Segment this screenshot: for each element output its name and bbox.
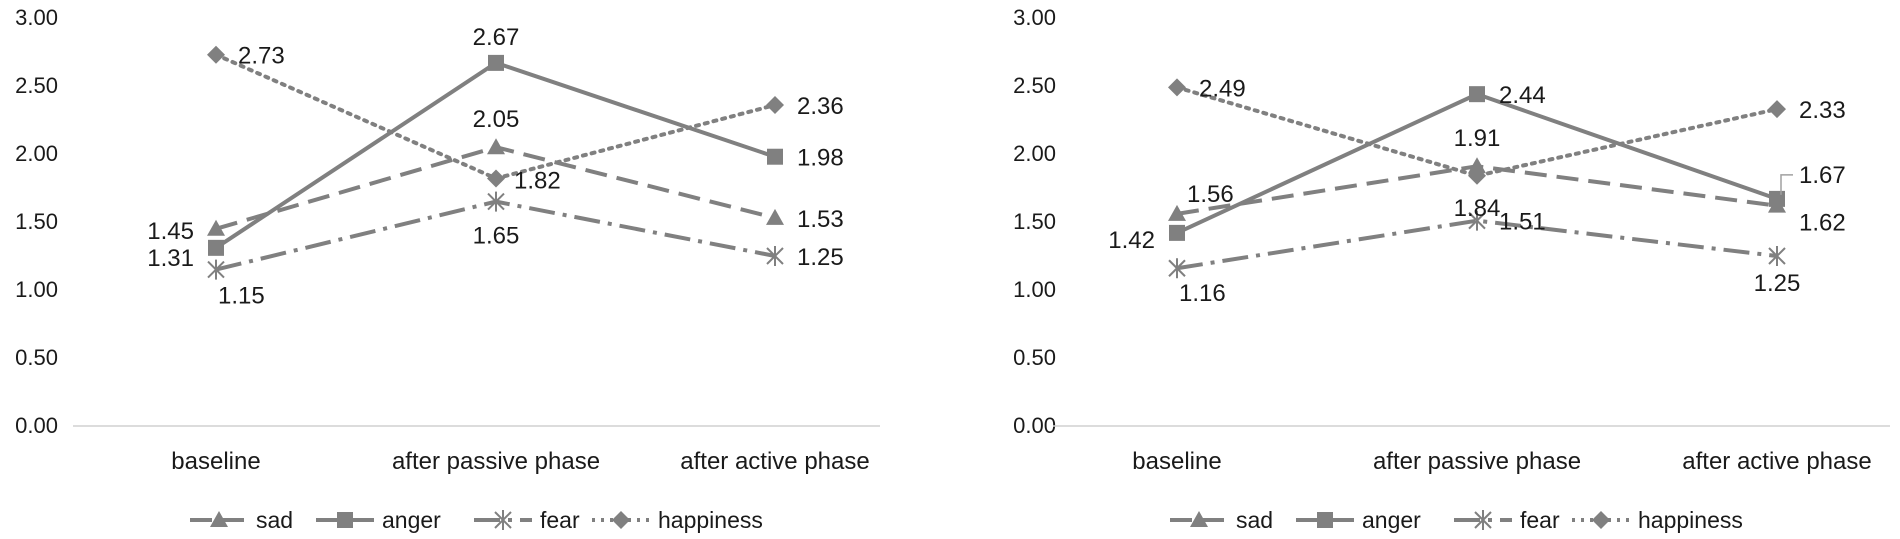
y-tick-label: 0.50 (15, 345, 58, 370)
y-tick-label: 1.00 (1013, 277, 1056, 302)
y-tick-label: 0.50 (1013, 345, 1056, 370)
legend-marker-sad (1190, 511, 1208, 527)
data-label-sad: 1.62 (1799, 210, 1846, 237)
series-line-happiness (1175, 85, 1779, 178)
legend-label-anger: anger (382, 507, 441, 533)
legend-label-fear: fear (540, 507, 580, 533)
data-label-sad: 1.91 (1454, 125, 1501, 152)
x-category-label: baseline (171, 448, 260, 475)
legend-marker-fear (1474, 510, 1492, 530)
y-tick-label: 1.50 (1013, 209, 1056, 234)
data-label-sad: 1.53 (797, 206, 844, 233)
legend-label-sad: sad (1236, 507, 1273, 533)
series-line-sad (215, 145, 776, 231)
data-point-sad (766, 208, 784, 225)
legend-label-happiness: happiness (658, 507, 763, 533)
data-point-fear (487, 191, 505, 212)
legend: sad anger fear happiness (1170, 507, 1743, 533)
data-point-anger (488, 54, 504, 71)
data-label-anger: 1.67 (1799, 162, 1846, 189)
x-category-label: after passive phase (392, 448, 600, 475)
legend-marker-happiness (612, 511, 630, 529)
data-label-happiness: 2.36 (797, 93, 844, 120)
data-label-fear: 1.25 (1754, 270, 1801, 297)
y-tick-label: 0.00 (15, 413, 58, 438)
data-point-happiness (1168, 78, 1186, 97)
data-label-anger: 1.98 (797, 145, 844, 172)
y-tick-label: 1.00 (15, 277, 58, 302)
y-tick-label: 1.50 (15, 209, 58, 234)
data-point-happiness (1468, 166, 1486, 185)
legend-label-anger: anger (1362, 507, 1421, 533)
series-line-fear (1176, 218, 1778, 271)
legend-label-sad: sad (256, 507, 293, 533)
data-point-happiness (487, 169, 505, 188)
x-category-label: after passive phase (1373, 448, 1581, 475)
legend-marker-anger (337, 512, 353, 528)
data-point-fear (207, 259, 225, 280)
data-point-anger (1169, 224, 1185, 241)
leader-line (1780, 174, 1793, 195)
legend-marker-sad (210, 511, 228, 527)
data-point-sad (1468, 157, 1486, 174)
chart-right: 0.00 0.50 1.00 1.50 2.00 2.50 3.00 baseline afte… (1013, 5, 1890, 533)
data-label-happiness: 2.73 (238, 43, 285, 70)
data-label-fear: 1.51 (1499, 209, 1546, 236)
data-point-anger (208, 239, 224, 256)
data-label-happiness: 2.49 (1199, 75, 1246, 102)
data-point-happiness (1768, 100, 1786, 119)
data-label-fear: 1.16 (1179, 280, 1226, 307)
data-point-fear (766, 246, 784, 266)
data-label-fear: 1.65 (473, 223, 520, 250)
data-label-happiness: 1.82 (514, 167, 561, 194)
y-tick-label: 3.00 (1013, 5, 1056, 30)
data-label-anger: 1.31 (147, 245, 194, 272)
legend-label-happiness: happiness (1638, 507, 1743, 533)
legend-marker-fear (494, 510, 512, 530)
y-tick-label: 2.50 (15, 73, 58, 98)
y-tick-label: 2.50 (1013, 73, 1056, 98)
data-point-anger (767, 148, 783, 165)
data-point-happiness (207, 45, 225, 64)
data-label-anger: 2.44 (1499, 82, 1546, 109)
data-label-happiness: 1.84 (1454, 195, 1501, 222)
legend: sad anger fear happiness (190, 507, 763, 533)
data-point-happiness (766, 96, 784, 115)
data-point-fear (1168, 258, 1186, 279)
y-tick-label: 3.00 (15, 5, 58, 30)
data-label-fear: 1.25 (797, 244, 844, 271)
y-tick-label: 0.00 (1013, 413, 1056, 438)
legend-marker-happiness (1592, 511, 1610, 529)
data-point-anger (1469, 86, 1485, 103)
data-label-sad: 2.05 (473, 106, 520, 133)
chart-left: 0.00 0.50 1.00 1.50 2.00 2.50 3.00 baseline afte… (15, 5, 880, 533)
legend-marker-anger (1317, 512, 1333, 528)
data-label-sad: 1.45 (147, 218, 194, 245)
data-point-sad (1168, 204, 1186, 221)
x-category-label: baseline (1132, 448, 1221, 475)
data-label-sad: 1.56 (1187, 181, 1234, 208)
x-category-label: after active phase (1682, 448, 1871, 475)
data-label-fear: 1.15 (218, 283, 265, 310)
data-label-happiness: 2.33 (1799, 97, 1846, 124)
data-point-fear (1768, 246, 1786, 266)
y-tick-label: 2.00 (1013, 141, 1056, 166)
data-label-anger: 1.42 (1108, 227, 1155, 254)
legend-label-fear: fear (1520, 507, 1560, 533)
x-category-label: after active phase (680, 448, 869, 475)
data-point-anger (1769, 190, 1785, 207)
data-point-sad (207, 219, 225, 236)
y-tick-label: 2.00 (15, 141, 58, 166)
data-point-sad (487, 138, 505, 155)
data-point-fear (1468, 210, 1486, 231)
data-label-anger: 2.67 (473, 24, 520, 51)
